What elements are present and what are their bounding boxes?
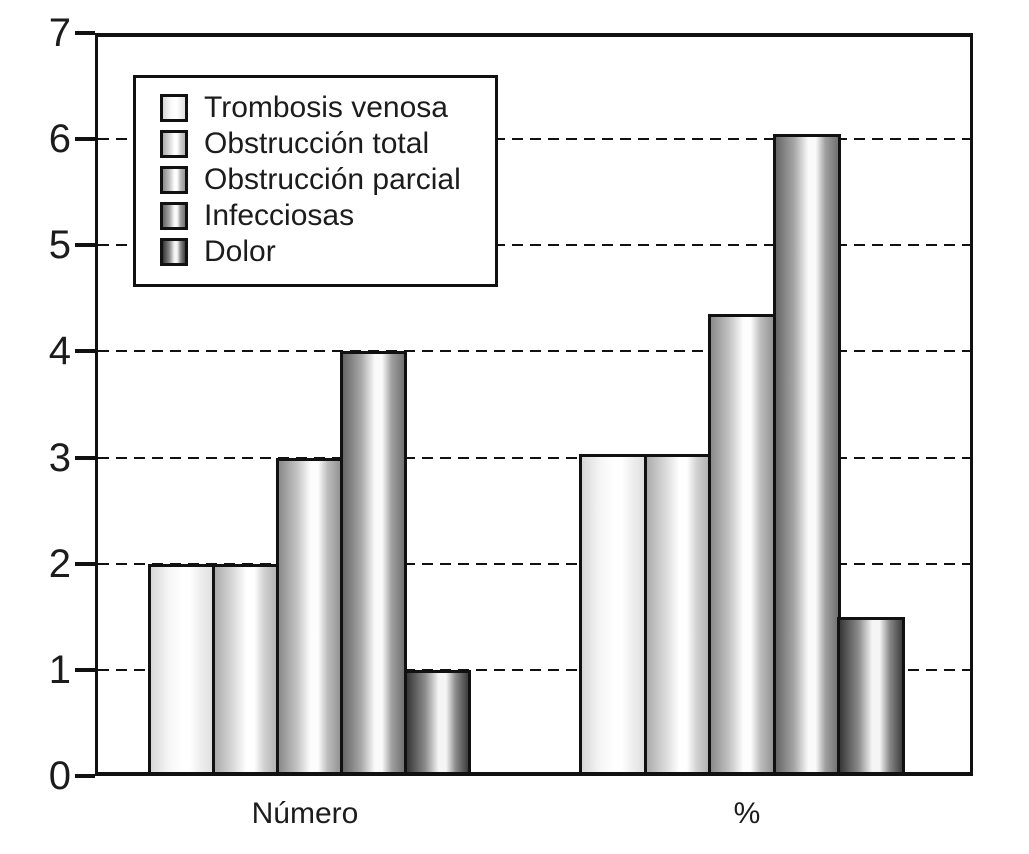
y-tick-label-5: 5 bbox=[48, 223, 71, 267]
y-tick-label-1: 1 bbox=[48, 648, 71, 692]
legend-item-dolor: Dolor bbox=[136, 234, 495, 270]
gridline-6 bbox=[98, 138, 970, 140]
bar-nmero-obstrucci-n-parcial bbox=[276, 458, 343, 776]
y-tick-6 bbox=[75, 137, 95, 141]
bar-%-obstrucci-n-parcial bbox=[708, 314, 776, 776]
bar-nmero-dolor bbox=[404, 670, 471, 776]
bar-nmero-obstrucci-n-total bbox=[212, 564, 279, 776]
y-tick-label-6: 6 bbox=[48, 117, 71, 161]
y-tick-0 bbox=[75, 774, 95, 778]
legend-label: Infecciosas bbox=[204, 199, 355, 232]
gridline-3 bbox=[98, 457, 970, 459]
y-tick-3 bbox=[75, 456, 95, 460]
y-tick-label-4: 4 bbox=[48, 329, 71, 373]
y-tick-7 bbox=[75, 31, 95, 35]
y-tick-label-3: 3 bbox=[48, 436, 71, 480]
y-tick-label-7: 7 bbox=[48, 11, 71, 55]
legend-label: Obstrucción total bbox=[204, 127, 430, 160]
legend-label: Dolor bbox=[204, 235, 276, 268]
legend-swatch bbox=[160, 130, 188, 158]
gridline-1 bbox=[98, 669, 970, 671]
legend-item-infecciosas: Infecciosas bbox=[136, 198, 495, 234]
gridline-4 bbox=[98, 350, 970, 352]
legend-swatch bbox=[160, 202, 188, 230]
bar-%-trombosis-venosa bbox=[579, 454, 647, 776]
legend-swatch bbox=[160, 94, 188, 122]
gridline-2 bbox=[98, 563, 970, 565]
legend-label: Obstrucción parcial bbox=[204, 163, 461, 196]
y-tick-1 bbox=[75, 668, 95, 672]
plot-area: Trombosis venosa Obstrucción total Obstruc… bbox=[95, 33, 973, 776]
bar-nmero-trombosis-venosa bbox=[148, 564, 215, 776]
legend-swatch bbox=[160, 238, 188, 266]
y-tick-2 bbox=[75, 562, 95, 566]
y-tick-4 bbox=[75, 349, 95, 353]
bar-%-dolor bbox=[837, 617, 905, 776]
legend: Trombosis venosa Obstrucción total Obstruc… bbox=[133, 75, 498, 287]
bar-%-infecciosas bbox=[773, 134, 841, 776]
x-category-label-percent: % bbox=[733, 797, 761, 830]
gridline-5 bbox=[98, 244, 970, 246]
legend-item-obstrucci-n-parcial: Obstrucción parcial bbox=[136, 162, 495, 198]
bar-%-obstrucci-n-total bbox=[644, 454, 712, 776]
y-tick-label-0: 0 bbox=[48, 754, 71, 798]
legend-label: Trombosis venosa bbox=[204, 91, 448, 124]
x-category-label-numero: Número bbox=[251, 797, 359, 830]
legend-item-trombosis-venosa: Trombosis venosa bbox=[136, 90, 495, 126]
y-tick-5 bbox=[75, 243, 95, 247]
legend-item-obstrucci-n-total: Obstrucción total bbox=[136, 126, 495, 162]
bar-nmero-infecciosas bbox=[340, 351, 407, 776]
y-tick-label-2: 2 bbox=[48, 542, 71, 586]
legend-swatch bbox=[160, 166, 188, 194]
